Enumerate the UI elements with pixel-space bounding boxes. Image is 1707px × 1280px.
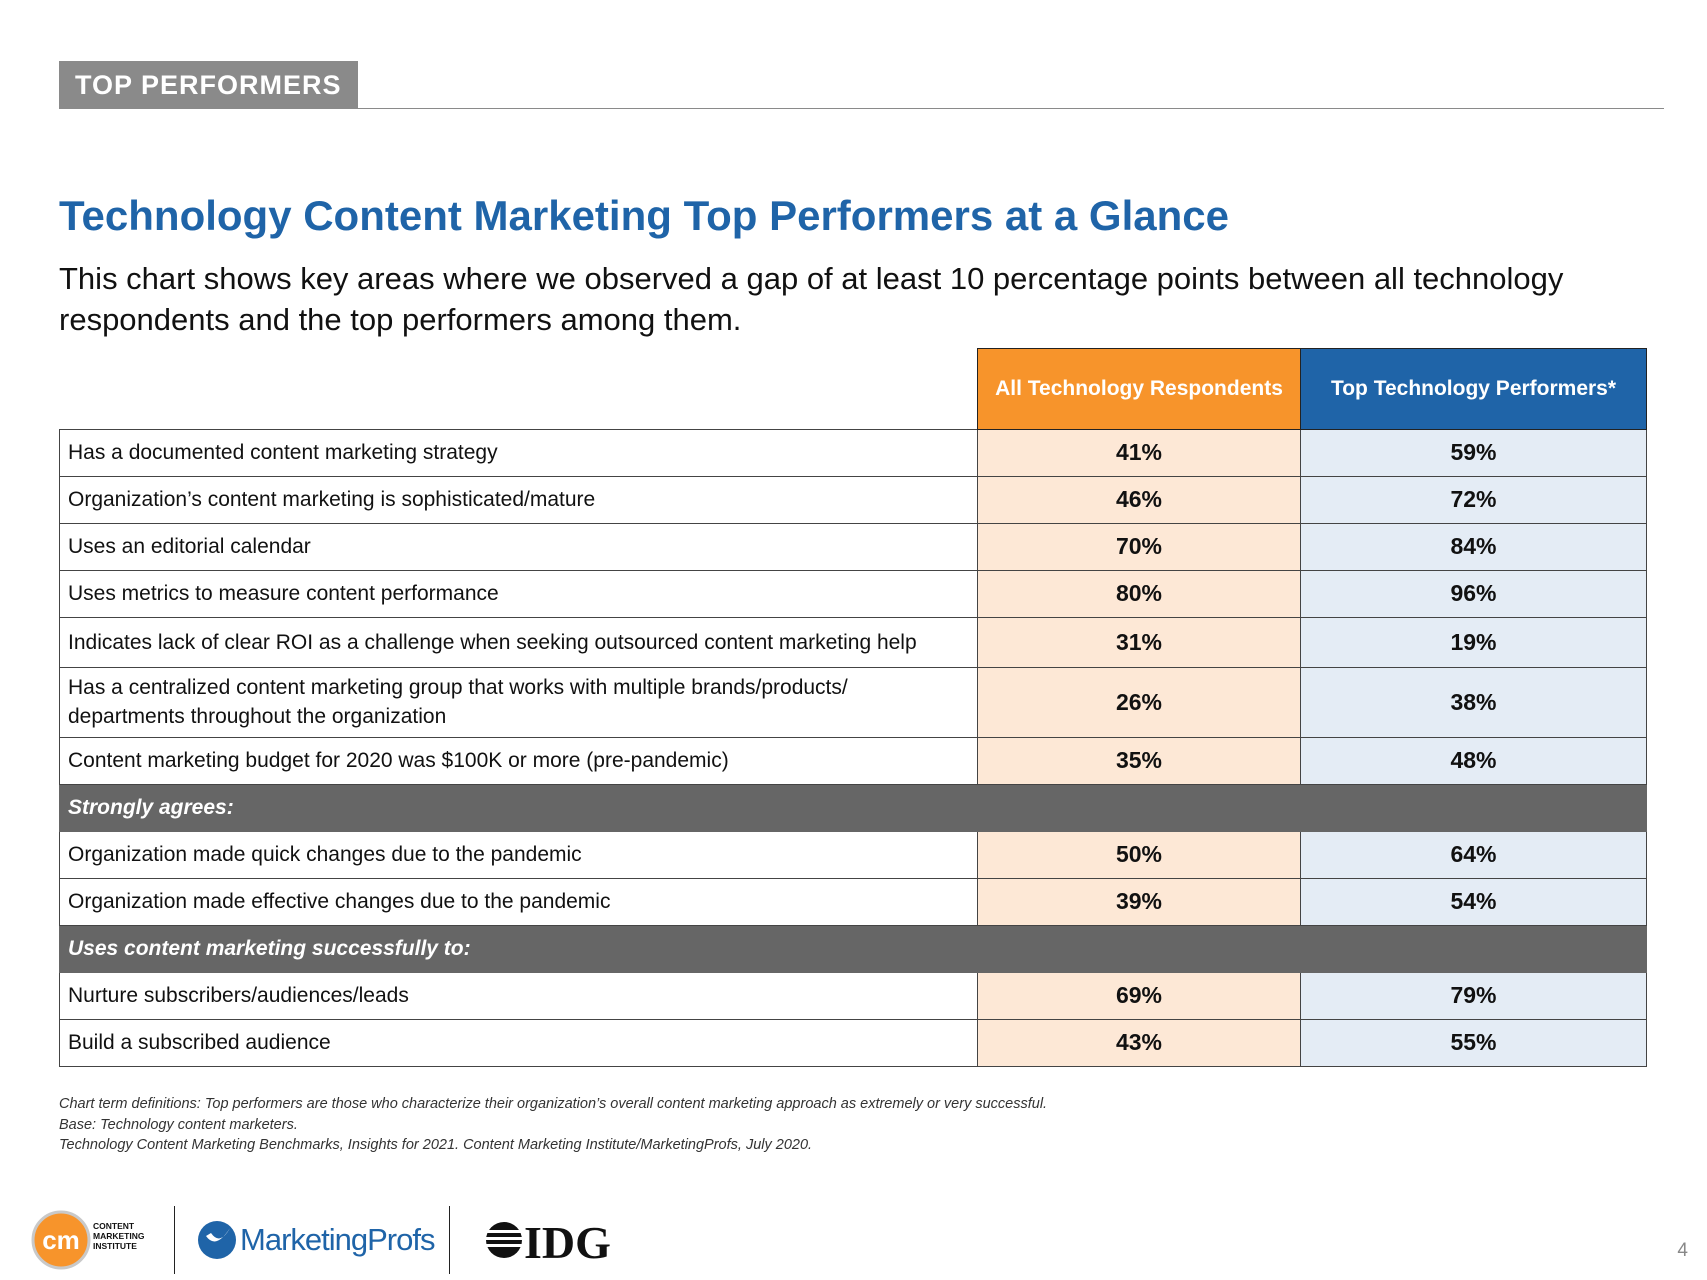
value-all: 70% [977,522,1301,571]
value-top: 84% [1300,522,1647,571]
value-top: 96% [1300,569,1647,618]
value-top: 54% [1300,877,1647,926]
row-label: Organization’s content marketing is soph… [59,475,978,524]
idg-logo: IDG [476,1217,611,1268]
cmi-logo-line2: MARKETING [93,1231,145,1241]
table-row: Uses an editorial calendar 70% 84% [59,522,1647,571]
table-row: Uses metrics to measure content performa… [59,569,1647,618]
value-top: 38% [1300,666,1647,738]
row-label: Organization made effective changes due … [59,877,978,926]
table-row: Content marketing budget for 2020 was $1… [59,736,1647,785]
idg-wordmark: IDG [524,1217,611,1268]
row-label: Nurture subscribers/audiences/leads [59,971,978,1020]
value-top: 59% [1300,428,1647,477]
marketingprofs-wordmark: MarketingProfs [240,1222,435,1257]
footer-logos: cm CONTENT MARKETING INSTITUTE Marketing… [31,1210,611,1270]
row-label: Build a subscribed audience [59,1018,978,1067]
value-all: 43% [977,1018,1301,1067]
comparison-table: All Technology Respondents Top Technolog… [59,348,1647,1067]
cmi-logo-line3: INSTITUTE [93,1241,137,1251]
value-all: 80% [977,569,1301,618]
table-row: Has a centralized content marketing grou… [59,666,1647,738]
group-label: Strongly agrees: [59,783,1647,832]
table-row: Nurture subscribers/audiences/leads 69% … [59,971,1647,1020]
value-top: 79% [1300,971,1647,1020]
page-title: Technology Content Marketing Top Perform… [59,192,1229,239]
logo-divider [449,1206,450,1274]
row-label: Has a documented content marketing strat… [59,428,978,477]
header-all-respondents: All Technology Respondents [977,348,1301,430]
section-tag: TOP PERFORMERS [59,61,358,109]
note-definitions: Chart term definitions: Top performers a… [59,1096,1048,1112]
group-row-uses-content-marketing: Uses content marketing successfully to: [59,924,1647,973]
page-number: 4 [1677,1240,1688,1261]
row-label: Indicates lack of clear ROI as a challen… [59,616,978,668]
row-label: Uses an editorial calendar [59,522,978,571]
table-row: Organization’s content marketing is soph… [59,475,1647,524]
row-label: Content marketing budget for 2020 was $1… [59,736,978,785]
note-base: Base: Technology content marketers. [59,1116,298,1133]
cmi-logo: cm CONTENT MARKETING INSTITUTE [31,1210,145,1270]
header-rule [59,108,1664,109]
table-header-row: All Technology Respondents Top Technolog… [60,348,1647,430]
header-blank-cell [60,349,978,430]
note-source: Technology Content Marketing Benchmarks,… [59,1137,813,1153]
row-label: Organization made quick changes due to t… [59,830,978,879]
row-label: Uses metrics to measure content performa… [59,569,978,618]
chart-notes: Chart term definitions: Top performers a… [59,1094,1047,1156]
table-row: Organization made effective changes due … [59,877,1647,926]
value-all: 31% [977,616,1301,668]
page-subtitle: This chart shows key areas where we obse… [59,261,1564,337]
table-row: Indicates lack of clear ROI as a challen… [59,616,1647,668]
table-row: Has a documented content marketing strat… [59,428,1647,477]
value-top: 19% [1300,616,1647,668]
value-all: 41% [977,428,1301,477]
value-all: 26% [977,666,1301,738]
table-row: Build a subscribed audience 43% 55% [59,1018,1647,1067]
value-all: 50% [977,830,1301,879]
logo-divider [174,1206,175,1274]
table-row: Organization made quick changes due to t… [59,830,1647,879]
marketingprofs-logo: MarketingProfs [198,1221,436,1259]
value-top: 64% [1300,830,1647,879]
value-all: 46% [977,475,1301,524]
value-all: 39% [977,877,1301,926]
value-top: 55% [1300,1018,1647,1067]
cmi-logo-mark: cm [42,1225,80,1255]
group-row-strongly-agrees: Strongly agrees: [59,783,1647,832]
header-top-performers: Top Technology Performers* [1300,348,1647,430]
group-label: Uses content marketing successfully to: [59,924,1647,973]
row-label: Has a centralized content marketing grou… [59,666,978,738]
cmi-logo-line1: CONTENT [93,1221,135,1231]
value-top: 48% [1300,736,1647,785]
value-all: 35% [977,736,1301,785]
value-all: 69% [977,971,1301,1020]
value-top: 72% [1300,475,1647,524]
